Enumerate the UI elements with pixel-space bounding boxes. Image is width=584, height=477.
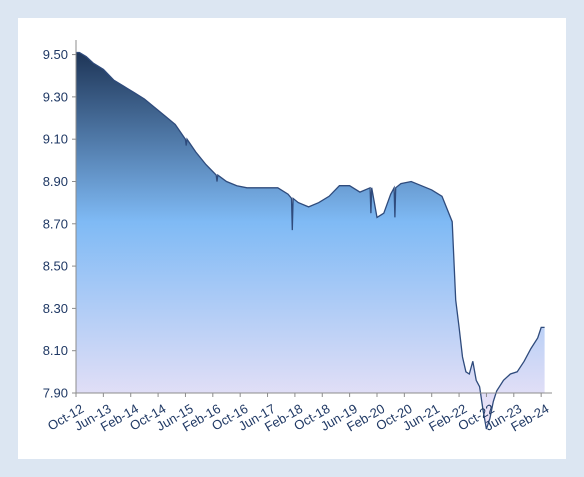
y-tick-label: 8.50 xyxy=(43,259,68,274)
y-tick-label: 8.90 xyxy=(43,174,68,189)
x-axis-ticks: Oct-12Jun-13Feb-14Oct-14Jun-15Feb-16Oct-… xyxy=(45,393,551,435)
y-tick-label: 8.70 xyxy=(43,216,68,231)
y-tick-label: 9.50 xyxy=(43,47,68,62)
series-line xyxy=(76,51,545,430)
y-tick-label: 9.10 xyxy=(43,132,68,147)
y-axis-ticks: 9.50 9.30 9.10 8.90 8.70 8.50 8.30 8.10 7.90 xyxy=(43,47,76,401)
y-tick-label: 9.30 xyxy=(43,89,68,104)
y-tick-label: 8.30 xyxy=(43,301,68,316)
axis-layer xyxy=(75,40,552,394)
y-tick-label: 8.10 xyxy=(43,343,68,358)
chart-card: 9.50 9.30 9.10 8.90 8.70 8.50 8.30 8.10 7.90 Oct… xyxy=(18,18,566,459)
area-fill xyxy=(76,52,545,429)
y-tick-label: 7.90 xyxy=(43,386,68,401)
area-chart: 9.50 9.30 9.10 8.90 8.70 8.50 8.30 8.10 7.90 Oct… xyxy=(43,40,552,435)
area-layer xyxy=(76,51,545,430)
